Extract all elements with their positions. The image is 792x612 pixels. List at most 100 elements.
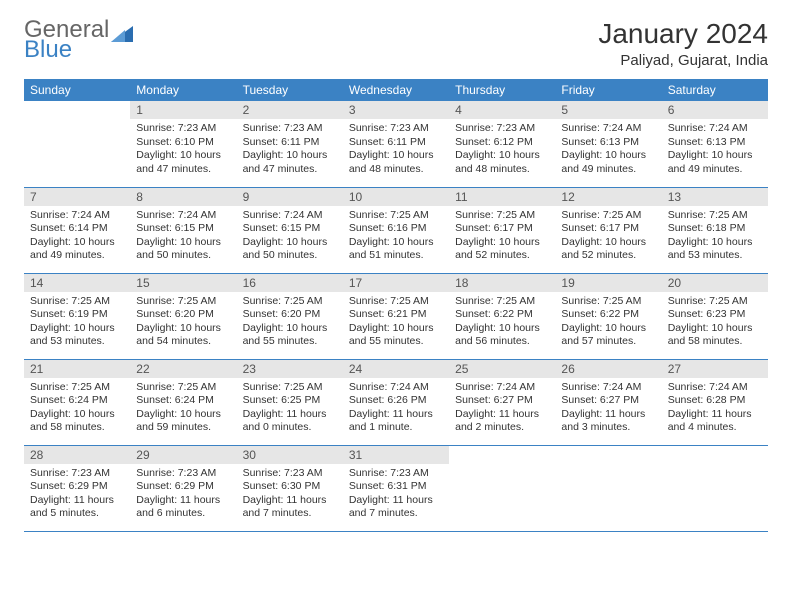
sunset-line: Sunset: 6:24 PM	[136, 394, 230, 408]
sunrise-line: Sunrise: 7:25 AM	[349, 209, 443, 223]
day-number: 1	[130, 101, 236, 119]
sunrise-line: Sunrise: 7:24 AM	[136, 209, 230, 223]
calendar-day-cell	[24, 101, 130, 187]
day-number: 14	[24, 274, 130, 292]
sunset-line: Sunset: 6:25 PM	[243, 394, 337, 408]
day-number: 11	[449, 188, 555, 206]
sunrise-line: Sunrise: 7:25 AM	[30, 295, 124, 309]
day-number: 26	[555, 360, 661, 378]
day-details: Sunrise: 7:25 AMSunset: 6:16 PMDaylight:…	[343, 206, 449, 270]
sunrise-line: Sunrise: 7:25 AM	[455, 209, 549, 223]
sunset-line: Sunset: 6:13 PM	[561, 136, 655, 150]
sunrise-line: Sunrise: 7:23 AM	[243, 122, 337, 136]
daylight-line: Daylight: 10 hours and 47 minutes.	[136, 149, 230, 176]
day-details: Sunrise: 7:24 AMSunset: 6:27 PMDaylight:…	[555, 378, 661, 442]
day-number: 31	[343, 446, 449, 464]
sunset-line: Sunset: 6:21 PM	[349, 308, 443, 322]
calendar-day-cell: 27Sunrise: 7:24 AMSunset: 6:28 PMDayligh…	[662, 359, 768, 445]
daylight-line: Daylight: 10 hours and 57 minutes.	[561, 322, 655, 349]
day-details: Sunrise: 7:25 AMSunset: 6:25 PMDaylight:…	[237, 378, 343, 442]
day-number: 4	[449, 101, 555, 119]
day-details: Sunrise: 7:23 AMSunset: 6:11 PMDaylight:…	[343, 119, 449, 183]
sunrise-line: Sunrise: 7:24 AM	[455, 381, 549, 395]
day-number: 23	[237, 360, 343, 378]
sunset-line: Sunset: 6:27 PM	[561, 394, 655, 408]
calendar-day-cell: 12Sunrise: 7:25 AMSunset: 6:17 PMDayligh…	[555, 187, 661, 273]
sunrise-line: Sunrise: 7:24 AM	[668, 122, 762, 136]
daylight-line: Daylight: 10 hours and 48 minutes.	[349, 149, 443, 176]
sunrise-line: Sunrise: 7:25 AM	[561, 295, 655, 309]
sunrise-line: Sunrise: 7:25 AM	[30, 381, 124, 395]
calendar-day-cell: 31Sunrise: 7:23 AMSunset: 6:31 PMDayligh…	[343, 445, 449, 531]
day-details: Sunrise: 7:25 AMSunset: 6:23 PMDaylight:…	[662, 292, 768, 356]
sunset-line: Sunset: 6:11 PM	[243, 136, 337, 150]
sunset-line: Sunset: 6:22 PM	[455, 308, 549, 322]
daylight-line: Daylight: 10 hours and 50 minutes.	[243, 236, 337, 263]
day-number: 3	[343, 101, 449, 119]
weekday-header: Monday	[130, 79, 236, 101]
logo-sail-icon	[111, 23, 133, 39]
day-details: Sunrise: 7:25 AMSunset: 6:20 PMDaylight:…	[237, 292, 343, 356]
calendar-day-cell: 4Sunrise: 7:23 AMSunset: 6:12 PMDaylight…	[449, 101, 555, 187]
calendar-header-row: SundayMondayTuesdayWednesdayThursdayFrid…	[24, 79, 768, 101]
calendar-body: 1Sunrise: 7:23 AMSunset: 6:10 PMDaylight…	[24, 101, 768, 531]
sunset-line: Sunset: 6:24 PM	[30, 394, 124, 408]
day-details: Sunrise: 7:23 AMSunset: 6:12 PMDaylight:…	[449, 119, 555, 183]
daylight-line: Daylight: 10 hours and 49 minutes.	[668, 149, 762, 176]
sunset-line: Sunset: 6:18 PM	[668, 222, 762, 236]
day-details: Sunrise: 7:24 AMSunset: 6:26 PMDaylight:…	[343, 378, 449, 442]
sunset-line: Sunset: 6:12 PM	[455, 136, 549, 150]
sunset-line: Sunset: 6:10 PM	[136, 136, 230, 150]
day-number: 7	[24, 188, 130, 206]
day-details: Sunrise: 7:24 AMSunset: 6:13 PMDaylight:…	[662, 119, 768, 183]
day-details: Sunrise: 7:25 AMSunset: 6:19 PMDaylight:…	[24, 292, 130, 356]
sunrise-line: Sunrise: 7:24 AM	[30, 209, 124, 223]
day-number: 29	[130, 446, 236, 464]
daylight-line: Daylight: 11 hours and 5 minutes.	[30, 494, 124, 521]
day-number: 13	[662, 188, 768, 206]
day-details: Sunrise: 7:25 AMSunset: 6:17 PMDaylight:…	[555, 206, 661, 270]
sunset-line: Sunset: 6:31 PM	[349, 480, 443, 494]
sunset-line: Sunset: 6:29 PM	[30, 480, 124, 494]
day-number: 27	[662, 360, 768, 378]
day-details: Sunrise: 7:25 AMSunset: 6:17 PMDaylight:…	[449, 206, 555, 270]
sunrise-line: Sunrise: 7:25 AM	[243, 381, 337, 395]
day-number: 12	[555, 188, 661, 206]
day-number: 28	[24, 446, 130, 464]
daylight-line: Daylight: 10 hours and 52 minutes.	[455, 236, 549, 263]
sunrise-line: Sunrise: 7:25 AM	[136, 381, 230, 395]
sunrise-line: Sunrise: 7:23 AM	[349, 122, 443, 136]
day-number: 15	[130, 274, 236, 292]
page-header: GeneralBlue January 2024 Paliyad, Gujara…	[24, 18, 768, 69]
daylight-line: Daylight: 10 hours and 59 minutes.	[136, 408, 230, 435]
daylight-line: Daylight: 11 hours and 0 minutes.	[243, 408, 337, 435]
sunset-line: Sunset: 6:13 PM	[668, 136, 762, 150]
day-number: 18	[449, 274, 555, 292]
sunset-line: Sunset: 6:20 PM	[136, 308, 230, 322]
sunset-line: Sunset: 6:15 PM	[136, 222, 230, 236]
daylight-line: Daylight: 11 hours and 4 minutes.	[668, 408, 762, 435]
sunset-line: Sunset: 6:23 PM	[668, 308, 762, 322]
sunrise-line: Sunrise: 7:24 AM	[561, 122, 655, 136]
calendar-day-cell: 26Sunrise: 7:24 AMSunset: 6:27 PMDayligh…	[555, 359, 661, 445]
calendar-day-cell: 20Sunrise: 7:25 AMSunset: 6:23 PMDayligh…	[662, 273, 768, 359]
calendar-day-cell: 14Sunrise: 7:25 AMSunset: 6:19 PMDayligh…	[24, 273, 130, 359]
day-number: 6	[662, 101, 768, 119]
daylight-line: Daylight: 10 hours and 52 minutes.	[561, 236, 655, 263]
day-details: Sunrise: 7:24 AMSunset: 6:28 PMDaylight:…	[662, 378, 768, 442]
day-details: Sunrise: 7:23 AMSunset: 6:10 PMDaylight:…	[130, 119, 236, 183]
weekday-header: Saturday	[662, 79, 768, 101]
day-details: Sunrise: 7:25 AMSunset: 6:24 PMDaylight:…	[130, 378, 236, 442]
calendar-day-cell: 6Sunrise: 7:24 AMSunset: 6:13 PMDaylight…	[662, 101, 768, 187]
daylight-line: Daylight: 10 hours and 49 minutes.	[561, 149, 655, 176]
calendar-day-cell: 21Sunrise: 7:25 AMSunset: 6:24 PMDayligh…	[24, 359, 130, 445]
daylight-line: Daylight: 10 hours and 58 minutes.	[668, 322, 762, 349]
logo: GeneralBlue	[24, 18, 133, 62]
daylight-line: Daylight: 10 hours and 56 minutes.	[455, 322, 549, 349]
daylight-line: Daylight: 10 hours and 55 minutes.	[243, 322, 337, 349]
day-number: 16	[237, 274, 343, 292]
sunset-line: Sunset: 6:28 PM	[668, 394, 762, 408]
day-number: 21	[24, 360, 130, 378]
calendar-day-cell	[662, 445, 768, 531]
sunset-line: Sunset: 6:11 PM	[349, 136, 443, 150]
